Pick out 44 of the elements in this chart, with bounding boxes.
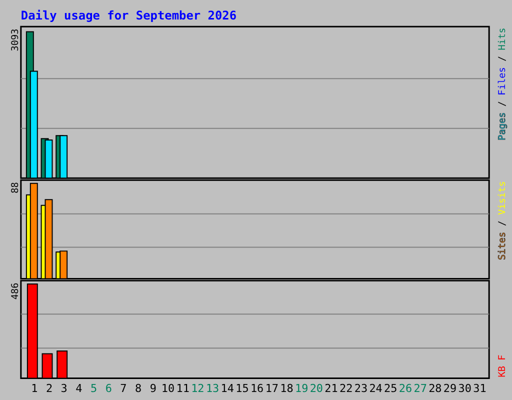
x-tick-label: 12 [191,382,204,395]
x-tick-label: 26 [398,382,412,395]
x-tick-label: 3 [60,382,68,395]
x-tick-label: 9 [150,382,156,395]
x-tick-label: 24 [369,382,383,395]
x-tick-label: 16 [250,382,264,395]
text: / [497,56,508,62]
x-tick-label: 22 [340,382,353,395]
annotation: 88 [10,182,21,194]
annotation: 3093 [10,28,21,52]
x-tick-label: 10 [161,382,175,395]
x-tick-label: 4 [76,382,83,395]
x-tick-label: 17 [265,382,278,395]
x-tick-label: 15 [236,382,249,395]
x-tick-label: 7 [120,382,127,395]
x-tick-label: 14 [220,382,234,395]
x-tick-label: 5 [90,382,98,395]
text: Hits [497,28,508,50]
x-tick-label: 18 [280,382,294,395]
x-tick-label: 31 [473,382,486,395]
x-tick-label: 25 [384,382,398,395]
x-tick-label: 23 [354,382,368,395]
x-tick-label: 6 [105,382,112,395]
text: Sites [497,232,508,260]
x-tick-label: 1 [31,382,38,395]
chart-title: Daily usage for September 2026 [20,8,237,23]
x-tick-label: 29 [443,382,457,395]
x-tick-label: 11 [176,382,190,395]
x-tick-label: 13 [206,382,220,395]
legend-label: Files [497,67,508,96]
x-tick-label: 8 [135,382,142,395]
text: KB F [497,354,508,378]
x-tick-label: 21 [324,382,338,395]
text: / [497,220,508,226]
text: Visits [497,181,508,215]
x-tick-label: 2 [46,382,53,395]
x-tick-label: 19 [294,382,308,395]
x-tick-label: 30 [458,382,472,395]
text: / [497,100,508,107]
x-tick-label: 20 [310,382,324,395]
x-tick-label: 28 [428,382,442,395]
x-tick-label: 27 [414,382,427,395]
text: Pages [497,112,508,140]
annotation: 486 [10,282,21,300]
